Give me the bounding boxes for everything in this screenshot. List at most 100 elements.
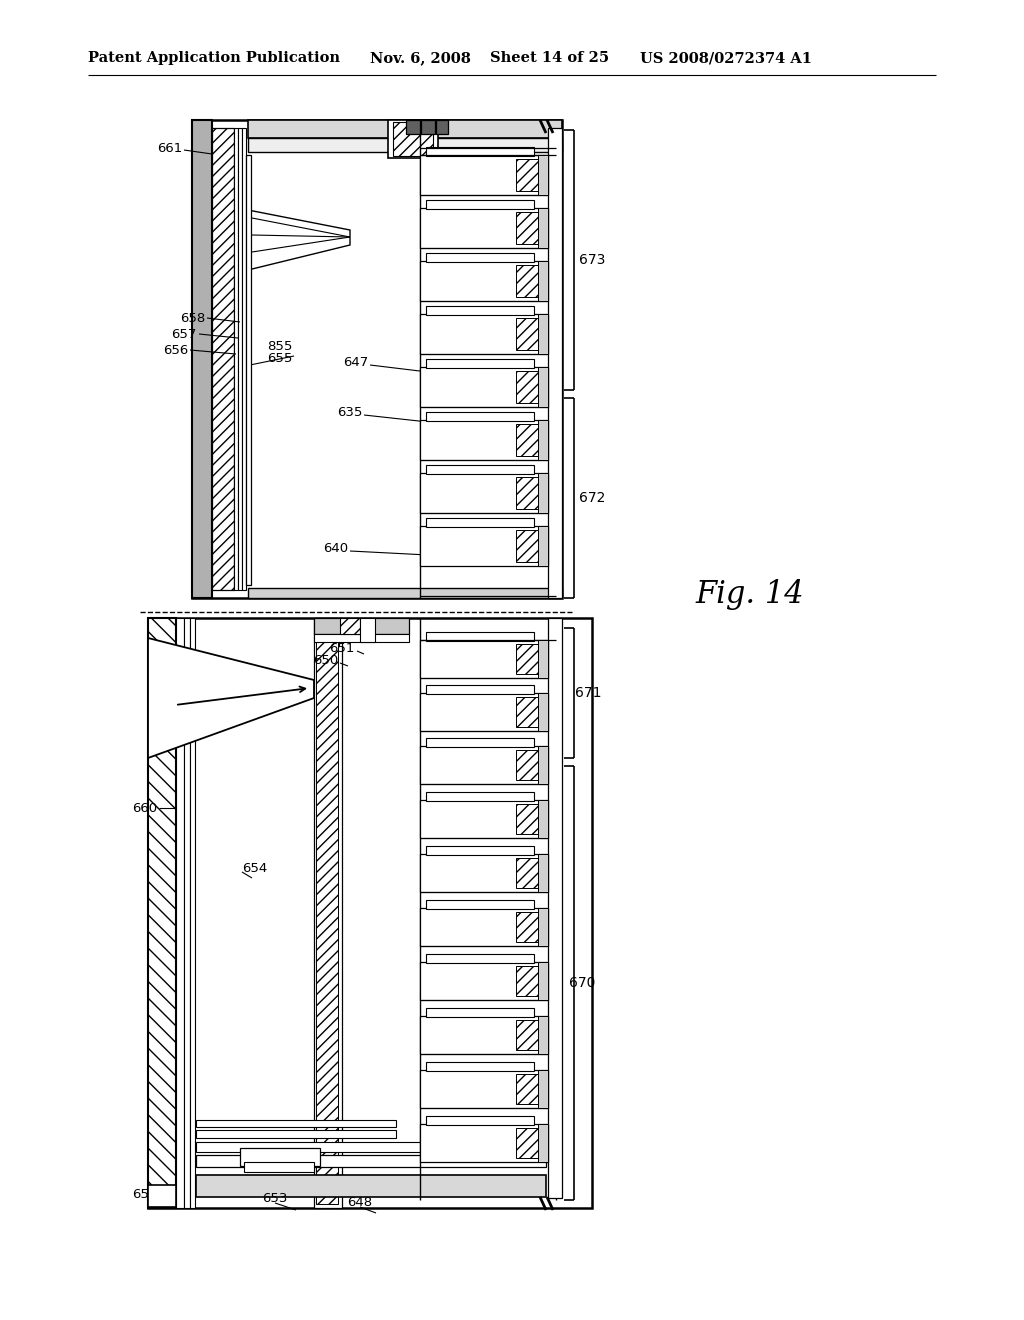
Bar [196,1155,546,1167]
Bar [360,618,375,642]
Bar [538,1071,548,1107]
Bar [314,618,342,1208]
Text: 673: 673 [579,253,605,267]
Bar [426,1115,534,1125]
Bar [516,966,538,997]
Bar [548,128,562,598]
Bar [538,800,548,838]
Bar [242,128,246,590]
Bar [426,517,534,527]
Bar [516,158,538,191]
Text: 648: 648 [347,1196,373,1209]
Text: 635: 635 [337,405,362,418]
Bar [420,746,548,784]
Text: 650: 650 [312,653,338,667]
Text: 640: 640 [323,541,348,554]
Bar [184,618,190,1208]
Bar [314,618,409,634]
Bar [190,618,195,1208]
Bar [538,1016,548,1053]
Bar [420,420,548,459]
Bar [393,121,433,156]
Bar [193,120,562,598]
Bar [516,424,538,455]
Bar [516,697,538,727]
Bar [426,738,534,747]
Bar [240,1148,319,1166]
Bar [420,314,548,354]
Bar [426,1008,534,1016]
Text: 653: 653 [262,1192,288,1204]
Polygon shape [248,210,350,271]
Bar [538,473,548,513]
Bar [212,128,234,590]
Bar [516,1129,538,1158]
Bar [234,128,238,590]
Bar [426,954,534,964]
Bar [538,962,548,1001]
Bar [196,1119,396,1127]
Bar [420,1125,548,1162]
Text: 855: 855 [266,339,292,352]
Bar [148,618,176,1208]
Bar [548,618,562,1199]
Bar [176,618,184,1208]
Text: 659: 659 [132,1188,157,1201]
Text: 647: 647 [343,355,368,368]
Bar [426,846,534,855]
Bar [538,640,548,678]
Text: 661: 661 [157,141,182,154]
Bar [516,644,538,675]
Text: Patent Application Publication: Patent Application Publication [88,51,340,65]
Bar [538,693,548,731]
Bar [244,1162,314,1172]
Bar [538,525,548,566]
Bar [420,962,548,1001]
Bar [340,618,360,634]
Text: Fig. 14: Fig. 14 [695,579,804,610]
Bar [148,618,592,1208]
Bar [426,900,534,909]
Text: 670: 670 [568,975,595,990]
Bar [538,154,548,195]
Bar [420,1016,548,1053]
Bar [516,1020,538,1049]
Bar [420,854,548,892]
Bar [420,800,548,838]
Text: 660: 660 [132,801,157,814]
Bar [516,213,538,244]
Bar [246,154,251,585]
Bar [193,120,212,598]
Bar [426,306,534,315]
Bar [196,1175,546,1197]
Bar [538,420,548,459]
Bar [538,746,548,784]
Text: Nov. 6, 2008: Nov. 6, 2008 [370,51,471,65]
Bar [516,371,538,403]
Bar [426,147,534,156]
Text: 672: 672 [579,491,605,506]
Bar [420,525,548,566]
Text: 671: 671 [574,686,601,700]
Bar [388,120,438,158]
Bar [248,120,562,139]
Text: 657: 657 [172,327,197,341]
Text: US 2008/0272374 A1: US 2008/0272374 A1 [640,51,812,65]
Bar [420,261,548,301]
Text: 645: 645 [400,128,425,141]
Polygon shape [148,638,314,758]
Bar [406,120,420,135]
Bar [426,1063,534,1071]
Bar [426,359,534,368]
Text: 651: 651 [330,642,355,655]
Bar [314,634,409,642]
Bar [516,265,538,297]
Bar [316,622,338,1204]
Bar [426,792,534,801]
Bar [538,908,548,946]
Bar [426,253,534,261]
Text: 656: 656 [163,343,188,356]
Bar [426,685,534,694]
Bar [248,139,562,152]
Bar [516,531,538,562]
